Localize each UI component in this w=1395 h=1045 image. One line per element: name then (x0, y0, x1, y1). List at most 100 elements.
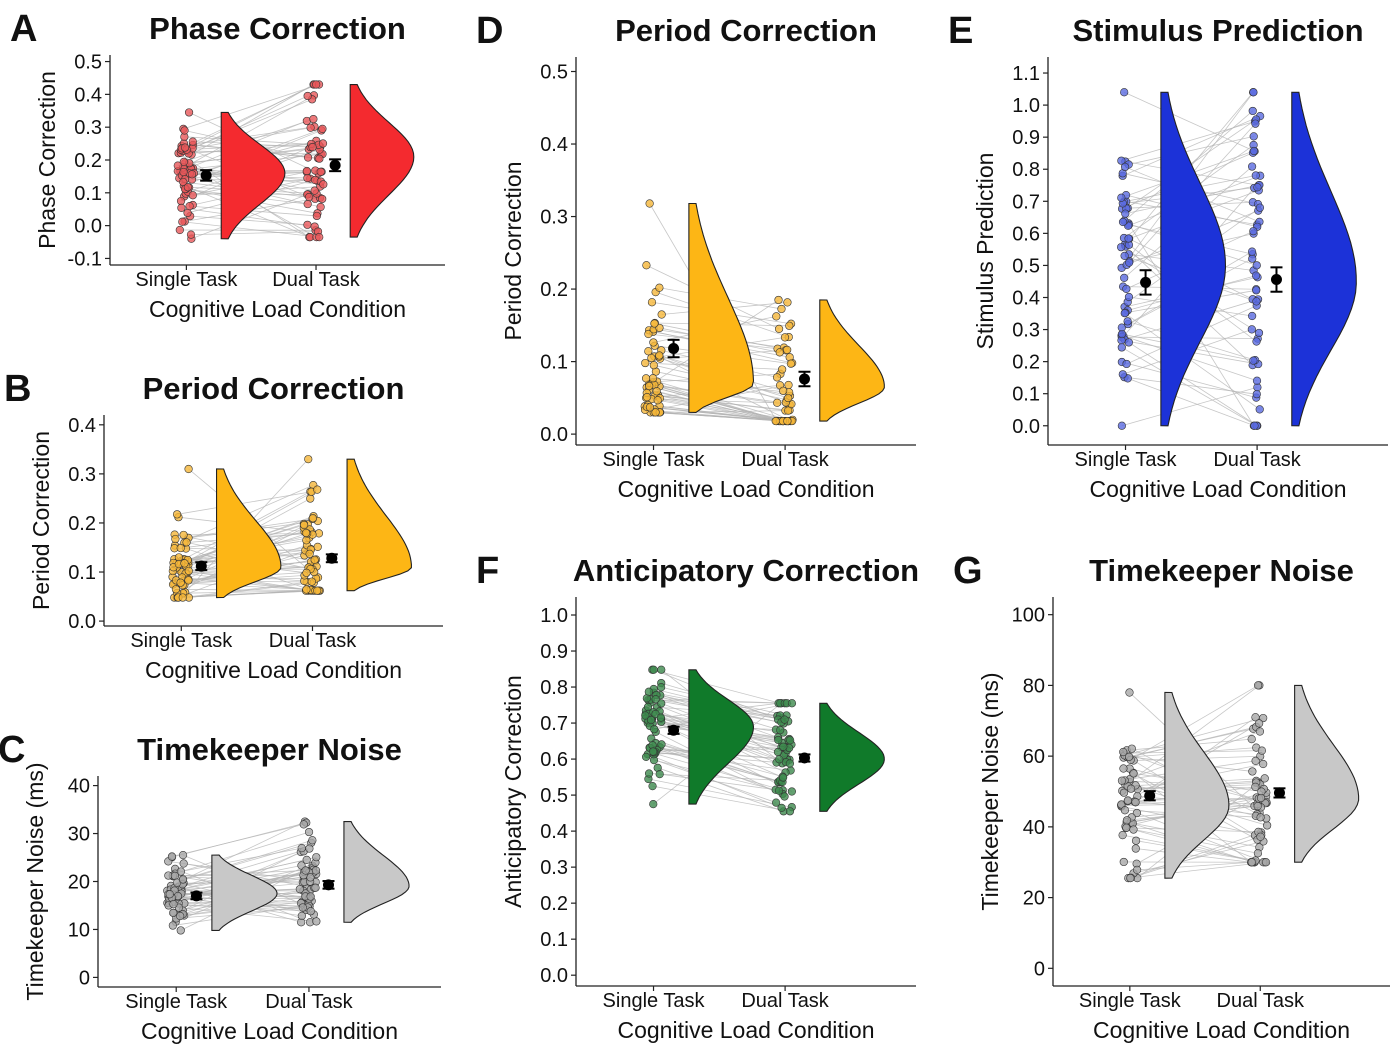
paired-line (1121, 347, 1257, 427)
paired-line (182, 581, 312, 598)
data-point-dual (303, 199, 312, 209)
data-points (163, 817, 321, 935)
panel-e: E Stimulus Prediction 0.0 0.1 0.2 0.3 0.4 0.5 0.… (948, 10, 1388, 502)
data-point-single (1122, 816, 1132, 825)
paired-line (183, 84, 320, 130)
data-point-single (657, 683, 666, 692)
y-tick-label: 0.4 (1012, 287, 1040, 309)
data-point-dual (303, 173, 312, 183)
data-point-dual (1255, 405, 1264, 414)
violin-dual (1294, 684, 1360, 863)
data-point-dual (306, 873, 315, 882)
data-point-dual (774, 786, 784, 795)
data-point-single (176, 911, 185, 921)
data-point-dual (783, 298, 792, 307)
data-point-single (1119, 747, 1128, 757)
data-point-single (1117, 243, 1126, 252)
data-point-single (1117, 776, 1127, 785)
y-tick-label: 0.4 (68, 415, 96, 437)
y-tick-label: 0.3 (68, 464, 96, 486)
panel-title: Anticipatory Correction (573, 553, 919, 588)
data-point-dual (786, 359, 796, 368)
data-point-dual (303, 91, 312, 101)
data-point-dual (787, 699, 797, 708)
y-tick-label: 0.0 (68, 611, 96, 633)
data-point-dual (309, 114, 318, 124)
data-point-single (184, 566, 193, 576)
x-tick-label: Single Task (603, 990, 706, 1012)
data-points (640, 199, 797, 426)
paired-line (178, 590, 320, 598)
y-tick-label: 0.5 (540, 785, 568, 807)
y-tick-label: 0.1 (540, 352, 568, 374)
y-tick-label: 0.9 (1012, 127, 1040, 149)
data-point-single (1119, 788, 1129, 797)
data-point-single (1117, 156, 1126, 165)
data-point-dual (1252, 376, 1262, 385)
paired-line (191, 84, 314, 155)
violin-dual (819, 702, 885, 812)
x-tick-label: Dual Task (741, 990, 829, 1012)
data-point-single (649, 338, 658, 347)
data-point-dual (783, 416, 792, 426)
violin-single (1160, 91, 1227, 427)
data-point-dual (1253, 183, 1262, 192)
data-point-dual (1251, 756, 1260, 766)
panel-letter: G (953, 550, 983, 592)
panel-f: F Anticipatory Correction 0.0 0.1 0.2 0.3 0.4 0… (476, 550, 919, 1043)
data-point-single (183, 183, 192, 192)
data-point-single (1124, 234, 1133, 243)
data-point-dual (785, 759, 795, 768)
data-point-dual (313, 485, 322, 494)
data-point-single (655, 769, 664, 779)
data-point-dual (295, 885, 304, 894)
paired-line (656, 390, 779, 422)
paired-line (652, 669, 781, 704)
data-point-single (1124, 338, 1133, 347)
data-point-single (172, 510, 182, 519)
paired-line (1128, 342, 1258, 427)
x-axis-title: Cognitive Load Condition (149, 296, 406, 322)
y-tick-label: 0.3 (540, 207, 568, 229)
paired-line (1128, 135, 1254, 165)
panel-b: B Period Correction 0.0 0.1 0.2 0.3 0.4 Single … (4, 368, 443, 683)
data-point-dual (1249, 146, 1258, 156)
paired-line (189, 205, 317, 217)
x-tick-label: Dual Task (1213, 449, 1301, 471)
data-point-dual (773, 398, 782, 407)
data-point-dual (318, 124, 327, 133)
data-point-dual (1259, 759, 1268, 769)
data-point-single (184, 464, 193, 474)
data-point-dual (1251, 782, 1260, 791)
mean-point (798, 752, 810, 764)
data-point-dual (301, 866, 310, 875)
panel-g: G Timekeeper Noise 0 20 40 60 80 100 Single Task… (953, 550, 1390, 1043)
y-tick-label: 40 (1023, 817, 1045, 839)
data-point-dual (312, 211, 321, 221)
x-axis-title: Cognitive Load Condition (145, 657, 402, 683)
y-axis-title: Timekeeper Noise (ms) (22, 762, 48, 1000)
data-point-dual (772, 373, 782, 382)
mean-point (322, 879, 334, 891)
y-axis-title: Period Correction (500, 162, 526, 341)
data-point-single (642, 752, 651, 761)
paired-line (171, 824, 304, 857)
data-point-single (651, 408, 660, 417)
y-tick-label: 0.6 (540, 749, 568, 771)
data-point-single (1123, 796, 1133, 805)
data-point-single (180, 126, 189, 135)
data-point-single (648, 782, 657, 791)
data-point-dual (300, 520, 309, 530)
data-point-dual (311, 883, 320, 892)
data-point-single (1127, 744, 1136, 753)
paired-line (178, 907, 317, 922)
x-tick-label: Single Task (135, 269, 238, 291)
data-point-dual (310, 186, 319, 195)
data-point-dual (312, 80, 321, 89)
y-tick-label: 1.0 (540, 605, 568, 627)
data-point-dual (1252, 337, 1261, 346)
violin-dual (343, 821, 410, 923)
data-points (168, 455, 324, 602)
paired-line (1127, 377, 1255, 427)
panel-title: Phase Correction (149, 11, 406, 46)
